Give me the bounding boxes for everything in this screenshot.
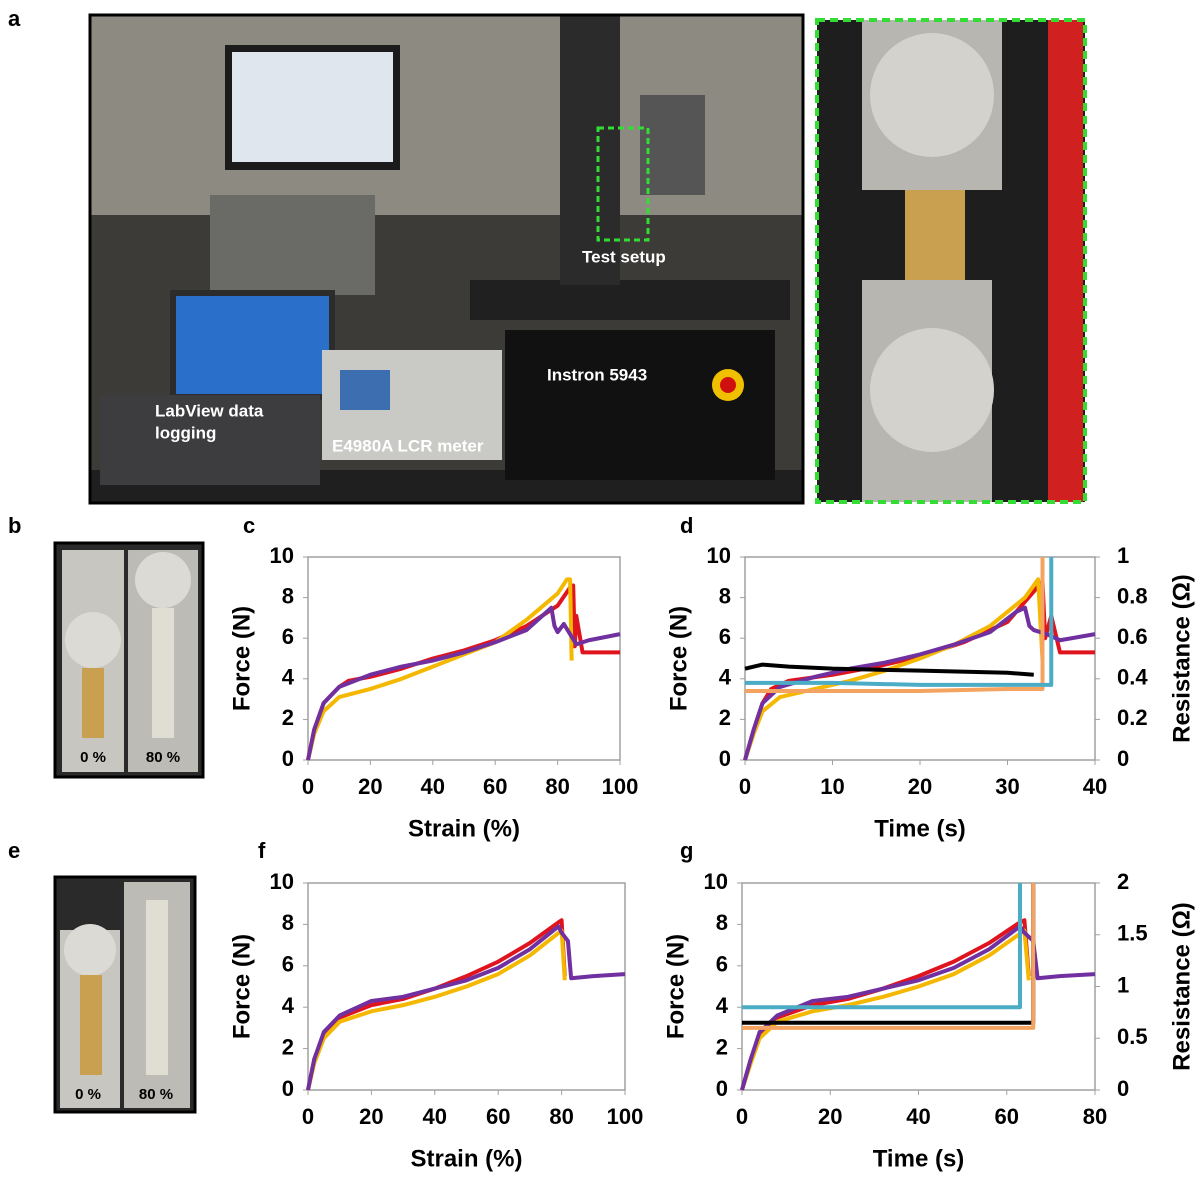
x-tick-label: 20 [818, 1104, 842, 1129]
photo-e: 0 % 80 % [55, 877, 195, 1112]
x-tick-label: 0 [302, 774, 314, 799]
y-tick-label: 2 [282, 705, 294, 730]
series-line [308, 926, 625, 1090]
x-tick-label: 60 [483, 774, 507, 799]
y-axis-title: Force (N) [228, 934, 255, 1039]
photo-label: 80 % [139, 1086, 173, 1103]
x-tick-label: 60 [995, 1104, 1019, 1129]
panel-label: f [258, 838, 266, 863]
y-axis-title: Force (N) [228, 606, 255, 711]
y-axis-title: Force (N) [662, 934, 689, 1039]
series-line [308, 585, 620, 760]
y-tick-label: 2 [719, 705, 731, 730]
photo-label: 80 % [146, 749, 180, 766]
y2-tick-label: 0.8 [1117, 583, 1148, 608]
photo-annotation: Instron 5943 [547, 365, 647, 384]
photo-a: Test setup LabView data logging E4980A L… [90, 15, 803, 503]
series-line [308, 920, 565, 1090]
y-tick-label: 4 [716, 993, 729, 1018]
x-tick-label: 30 [995, 774, 1019, 799]
x-tick-label: 0 [739, 774, 751, 799]
series-line [308, 579, 572, 760]
photo-zoom [817, 20, 1085, 502]
photo-label: 0 % [75, 1086, 101, 1103]
x-tick-label: 100 [607, 1104, 644, 1129]
y2-tick-label: 1 [1117, 972, 1129, 997]
y2-tick-label: 0 [1117, 1076, 1129, 1101]
panel-label: d [680, 513, 693, 538]
x-tick-label: 80 [549, 1104, 573, 1129]
x-axis-title: Strain (%) [410, 1145, 522, 1172]
y-tick-label: 4 [719, 665, 732, 690]
y-tick-label: 6 [716, 952, 728, 977]
photo-annotation: LabView data [155, 401, 264, 420]
y-tick-label: 4 [282, 993, 295, 1018]
series-line [745, 665, 1034, 675]
panel-label: g [680, 838, 693, 863]
y-tick-label: 8 [282, 583, 294, 608]
y-tick-label: 2 [716, 1034, 728, 1059]
x-tick-label: 20 [359, 1104, 383, 1129]
y2-axis-title: Resistance (Ω) [1168, 574, 1195, 743]
x-tick-label: 0 [736, 1104, 748, 1129]
y2-tick-label: 2 [1117, 869, 1129, 894]
x-tick-label: 40 [423, 1104, 447, 1129]
x-axis-title: Strain (%) [408, 815, 520, 842]
y2-tick-label: 0.4 [1117, 665, 1148, 690]
photo-b: 0 % 80 % [55, 543, 203, 777]
panel-label: e [8, 838, 20, 863]
y2-tick-label: 0.6 [1117, 624, 1148, 649]
y-tick-label: 10 [270, 869, 294, 894]
x-tick-label: 100 [602, 774, 639, 799]
x-tick-label: 20 [358, 774, 382, 799]
y-tick-label: 6 [719, 624, 731, 649]
y-tick-label: 4 [282, 665, 295, 690]
x-tick-label: 40 [906, 1104, 930, 1129]
photo-annotation: E4980A LCR meter [332, 436, 484, 455]
y-tick-label: 0 [282, 746, 294, 771]
x-tick-label: 80 [1083, 1104, 1107, 1129]
photo-annotation: Test setup [582, 247, 666, 266]
y-tick-label: 10 [270, 543, 294, 568]
panel-label: a [8, 6, 21, 31]
x-tick-label: 20 [908, 774, 932, 799]
y-tick-label: 10 [704, 869, 728, 894]
y-tick-label: 0 [716, 1076, 728, 1101]
x-tick-label: 40 [421, 774, 445, 799]
y-tick-label: 2 [282, 1034, 294, 1059]
x-tick-label: 80 [545, 774, 569, 799]
y-tick-label: 8 [716, 910, 728, 935]
y2-axis-title: Resistance (Ω) [1168, 902, 1195, 1071]
y-tick-label: 10 [707, 543, 731, 568]
photo-annotation: logging [155, 423, 216, 442]
y-axis-title: Force (N) [665, 606, 692, 711]
y2-tick-label: 0.2 [1117, 705, 1148, 730]
panel-label: b [8, 513, 21, 538]
y-tick-label: 6 [282, 952, 294, 977]
series-line [742, 920, 1029, 1090]
x-tick-label: 10 [820, 774, 844, 799]
panel-label: c [243, 513, 255, 538]
y-tick-label: 0 [719, 746, 731, 771]
y-tick-label: 8 [719, 583, 731, 608]
y-tick-label: 0 [282, 1076, 294, 1101]
photo-label: 0 % [80, 749, 106, 766]
y2-tick-label: 1 [1117, 543, 1129, 568]
figure: a b c d e f g Test setup LabView data lo… [0, 0, 1204, 1187]
y-tick-label: 6 [282, 624, 294, 649]
x-tick-label: 60 [486, 1104, 510, 1129]
y2-tick-label: 0 [1117, 746, 1129, 771]
y-tick-label: 8 [282, 910, 294, 935]
x-tick-label: 0 [302, 1104, 314, 1129]
x-axis-title: Time (s) [873, 1145, 965, 1172]
y2-tick-label: 1.5 [1117, 921, 1148, 946]
x-tick-label: 40 [1083, 774, 1107, 799]
y2-tick-label: 0.5 [1117, 1024, 1148, 1049]
x-axis-title: Time (s) [874, 815, 966, 842]
